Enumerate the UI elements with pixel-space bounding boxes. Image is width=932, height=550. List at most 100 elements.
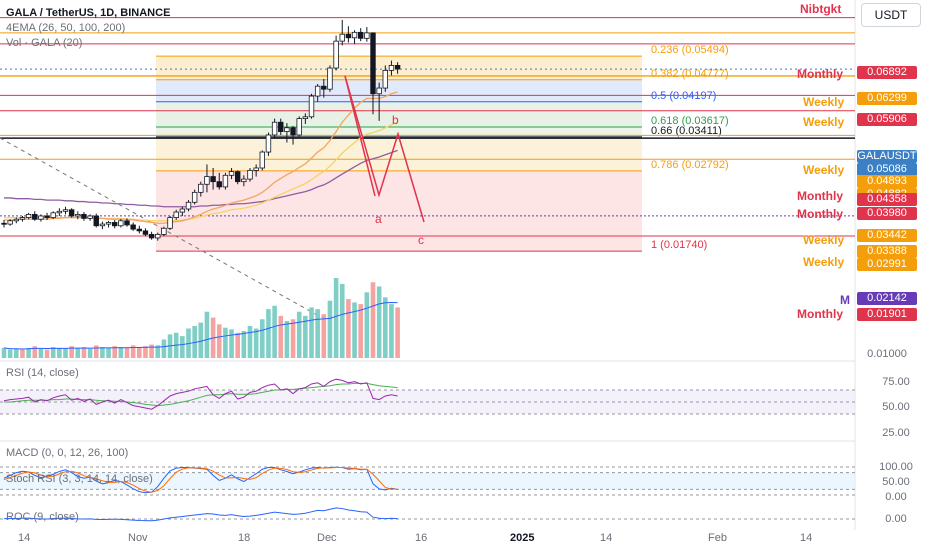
volume-bar [69, 346, 74, 358]
price-label: 0.04893 [857, 175, 917, 188]
xaxis-label: Nov [128, 532, 148, 544]
candle [204, 164, 210, 193]
candle [99, 221, 106, 230]
volume-bar [93, 345, 99, 358]
volume-bar [389, 304, 394, 358]
volume-bar [149, 344, 154, 358]
candle [333, 35, 339, 71]
stoch-tick-50: 50.00 [882, 476, 910, 488]
candle-body [148, 233, 155, 239]
volume-bar [241, 331, 247, 358]
candle [44, 212, 50, 220]
candle [112, 219, 118, 229]
candle-body [247, 169, 253, 180]
candle [124, 218, 130, 227]
price-label: 0.05086 [857, 163, 917, 176]
candle-body [271, 121, 278, 136]
level-tag: Weekly [803, 233, 845, 247]
candle [105, 220, 112, 228]
level-tag: Monthly [797, 207, 843, 221]
volume-bar [358, 304, 363, 358]
roc-legend[interactable]: ROC (9, close) [6, 511, 79, 523]
candle [382, 65, 388, 92]
candle [136, 225, 142, 234]
candle-body [99, 223, 106, 227]
volume-bar [272, 305, 277, 358]
rsi-legend[interactable]: RSI (14, close) [6, 367, 79, 379]
volume-bar [284, 320, 290, 358]
symbol-title[interactable]: GALA / TetherUS, 1D, BINANCE [6, 7, 171, 19]
candle-body [87, 215, 93, 219]
volume-bar [50, 347, 56, 358]
ema-legend[interactable]: 4EMA (26, 50, 100, 200) [6, 22, 126, 34]
macd-legend[interactable]: MACD (0, 0, 12, 26, 100) [6, 447, 129, 459]
candle [130, 222, 136, 231]
volume-bar [266, 309, 271, 358]
stoch-d-line [3, 467, 398, 493]
candle-body [161, 227, 167, 235]
volume-bar [38, 348, 44, 358]
candle-body [185, 201, 192, 210]
volume-bar [260, 319, 265, 358]
rsi-line [3, 378, 398, 410]
candle-body [13, 218, 19, 222]
volume-bar [137, 347, 142, 358]
candle-body [25, 214, 32, 218]
candle-body [339, 33, 345, 42]
stoch-legend[interactable]: Stoch RSI (3, 3, 14, 14, close) [6, 473, 153, 485]
candle [216, 172, 222, 190]
candle [228, 167, 235, 180]
volume-bar [63, 348, 68, 358]
candle-body [394, 65, 401, 70]
xaxis-label: 14 [800, 532, 813, 544]
volume-bar [303, 315, 308, 358]
fib-zone [156, 79, 642, 102]
candle-body [370, 32, 376, 95]
candle [87, 214, 93, 221]
ema-line [4, 91, 398, 224]
candle-body [204, 176, 210, 185]
fib-label: 0.786 (0.02792) [651, 159, 729, 171]
volume-bar [161, 339, 167, 358]
candle-body [44, 215, 50, 218]
volume-bar [223, 327, 228, 358]
candle [7, 219, 13, 226]
volume-bar [20, 349, 25, 358]
candle [370, 32, 376, 115]
candle [93, 213, 99, 228]
volume-bar [370, 282, 376, 358]
candle-body [38, 215, 44, 220]
candle-body [296, 118, 302, 136]
fib-zone [156, 101, 642, 127]
fib-label: 1 (0.01740) [651, 239, 707, 251]
candle [32, 211, 38, 221]
candle [290, 125, 296, 145]
level-tag: Weekly [803, 115, 845, 129]
candle [173, 209, 179, 220]
candle-body [124, 220, 130, 226]
currency-button[interactable]: USDT [861, 3, 921, 27]
candle-body [259, 151, 265, 169]
volume-bar [7, 349, 13, 358]
xaxis-label: Feb [708, 532, 727, 544]
roc-tick-0: 0.00 [885, 513, 907, 525]
xaxis-label: 18 [238, 532, 251, 544]
volume-bar [309, 307, 314, 358]
candle [284, 123, 290, 143]
price-label: 0.03980 [857, 207, 917, 220]
volume-bar [118, 347, 124, 358]
candle [339, 19, 345, 46]
volume-bar [229, 329, 234, 358]
volume-bar [346, 299, 351, 358]
candle-body [105, 222, 112, 225]
price-label: 0.04358 [857, 193, 917, 206]
volume-bar [75, 347, 81, 358]
candle [62, 206, 69, 215]
candle-body [327, 67, 333, 90]
volume-bar [106, 347, 111, 358]
volume-legend[interactable]: Vol · GALA (20) [6, 37, 83, 49]
level-tag: Weekly [803, 163, 845, 177]
candle [271, 118, 278, 138]
candle-body [56, 210, 63, 214]
